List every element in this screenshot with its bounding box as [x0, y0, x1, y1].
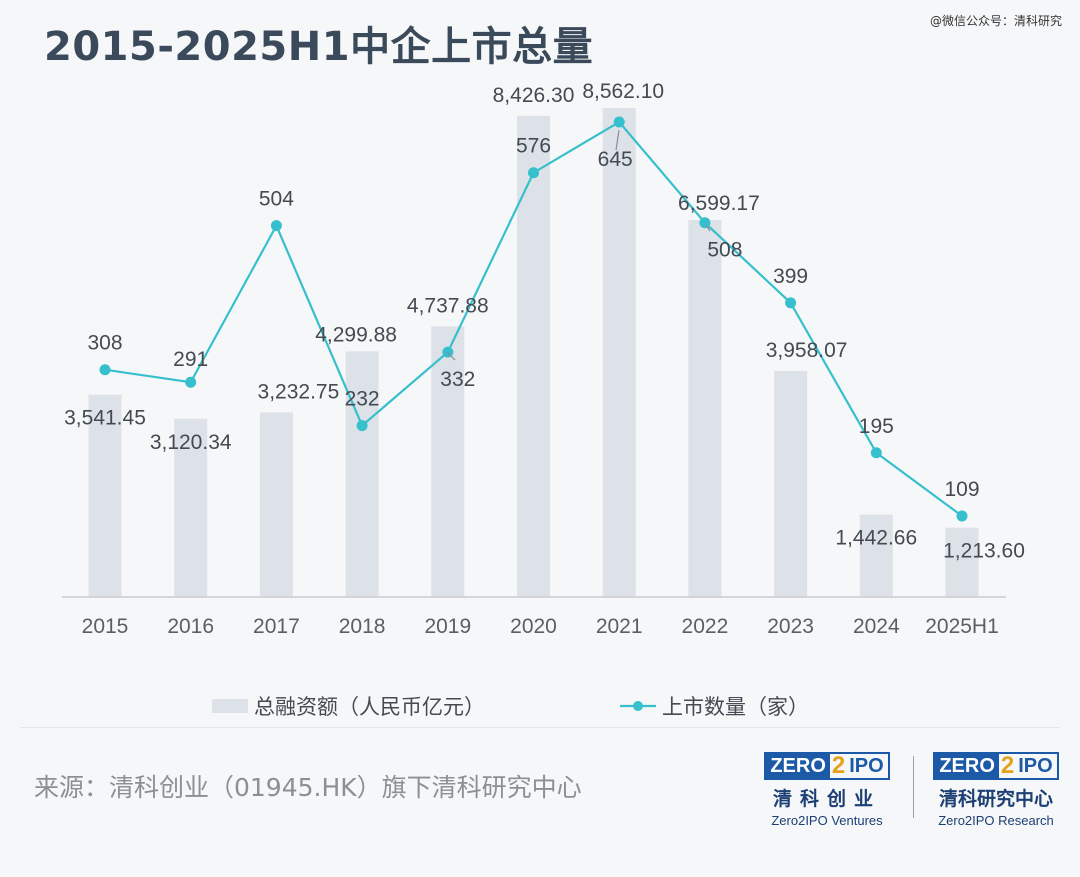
line-label-2023: 399 [773, 265, 808, 288]
x-tick-2019: 2019 [424, 615, 471, 638]
logo-word-zero: ZERO [766, 754, 830, 778]
bar-labels-layer: 3,541.453,120.34 3,232.75 4,299.88 4,737.88… [64, 80, 1025, 563]
line-point-2021 [613, 116, 625, 128]
line-point-2025H1 [956, 510, 968, 522]
leader-2022 [705, 224, 711, 232]
bar-label-2018: 4,299.88 [315, 323, 397, 346]
x-tick-2020: 2020 [510, 615, 557, 638]
x-tick-2022: 2022 [682, 615, 729, 638]
x-tick-2016: 2016 [167, 615, 214, 638]
bar-label-2017: 3,232.75 [258, 380, 340, 403]
bars-layer [88, 108, 979, 597]
logo-cn-name: 清科创业 [772, 788, 881, 810]
legend-line-marker [633, 701, 643, 711]
logo-cn-name: 清科研究中心 [938, 788, 1053, 810]
line-labels-layer: 308 291 504 232 332 576 645 508 399 195 109 [87, 135, 979, 501]
x-tick-2021: 2021 [596, 615, 643, 638]
bar-label-2021: 8,562.10 [582, 80, 664, 103]
bar-2017 [259, 412, 293, 597]
combo-chart: 2015 2016 2017 2018 2019 2020 2021 2022 2023 2024… [62, 80, 1025, 719]
line-label-2016: 291 [173, 348, 208, 371]
line-point-2023 [785, 297, 797, 309]
bar-label-2025H1: 1,213.60 [943, 540, 1025, 563]
line-label-2024: 195 [859, 415, 894, 438]
legend-bar-swatch [212, 699, 248, 713]
bar-2024 [859, 514, 893, 597]
x-tick-2024: 2024 [853, 615, 900, 638]
logo-word-two: 2 [1000, 752, 1015, 779]
bar-2023 [774, 370, 808, 597]
bar-2019 [431, 326, 465, 597]
line-label-2019: 332 [440, 368, 475, 391]
bar-2015 [88, 394, 122, 597]
line-point-2018 [356, 420, 368, 432]
logo-separator [913, 756, 914, 818]
bar-label-2016: 3,120.34 [150, 431, 232, 454]
bar-label-2024: 1,442.66 [835, 527, 917, 550]
logo-en-name: Zero2IPO Research [938, 813, 1054, 828]
leader-2019 [446, 351, 456, 361]
line-point-2017 [270, 220, 282, 232]
bar-label-2023: 3,958.07 [766, 339, 848, 362]
source-note: 来源：清科创业（01945.HK）旗下清科研究中心 [34, 773, 582, 802]
line-label-2021: 645 [598, 148, 633, 171]
line-point-2015 [99, 364, 111, 376]
bar-2021 [602, 108, 636, 597]
logo-word-ipo: IPO [1018, 755, 1053, 777]
bar-label-2015: 3,541.45 [64, 407, 146, 430]
line-label-2015: 308 [87, 332, 122, 355]
bar-2025H1 [945, 527, 979, 597]
x-tick-2025H1: 2025H1 [925, 615, 999, 638]
bar-label-2022: 6,599.17 [678, 192, 760, 215]
logo-en-name: Zero2IPO Ventures [771, 813, 883, 828]
zero2ipo-ventures-logo: ZERO 2 IPO 清科创业 Zero2IPO Ventures [756, 752, 898, 828]
zero2ipo-wordmark: ZERO 2 IPO [933, 752, 1059, 780]
legend: 总融资额（人民币亿元） 上市数量（家） [212, 695, 809, 719]
logo-word-ipo: IPO [849, 755, 884, 777]
x-tick-2018: 2018 [339, 615, 386, 638]
bar-2016 [174, 418, 208, 597]
line-layer [99, 116, 968, 522]
line-point-2016 [185, 376, 197, 388]
bar-2022 [688, 220, 722, 597]
x-tick-2023: 2023 [767, 615, 814, 638]
x-tick-2015: 2015 [82, 615, 129, 638]
bar-2018 [345, 351, 379, 597]
legend-line-label: 上市数量（家） [662, 695, 809, 719]
x-tick-2017: 2017 [253, 615, 300, 638]
line-label-2025H1: 109 [944, 478, 979, 501]
bar-label-2019: 4,737.88 [407, 294, 489, 317]
leader-2021 [615, 129, 620, 151]
line-label-2018: 232 [345, 388, 380, 411]
watermark: @微信公众号：清科研究 [929, 14, 1062, 28]
line-label-2020: 576 [516, 135, 551, 158]
zero2ipo-wordmark: ZERO 2 IPO [764, 752, 890, 780]
line-point-2024 [870, 447, 882, 459]
chart-title: 2015-2025H1中企上市总量 [44, 24, 594, 70]
line-label-2017: 504 [259, 188, 294, 211]
logo-word-two: 2 [831, 752, 846, 779]
line-point-2020 [528, 167, 539, 179]
legend-bar-label: 总融资额（人民币亿元） [254, 695, 485, 719]
x-tick-labels: 2015 2016 2017 2018 2019 2020 2021 2022 2023 2024… [82, 615, 999, 638]
line-point-2022 [699, 217, 711, 229]
line-label-2022: 508 [707, 239, 742, 262]
bar-2020 [517, 115, 550, 597]
divider [20, 727, 1060, 728]
zero2ipo-research-logo: ZERO 2 IPO 清科研究中心 Zero2IPO Research [928, 752, 1064, 828]
logo-word-zero: ZERO [935, 754, 999, 778]
bar-label-2020: 8,426.30 [493, 84, 575, 107]
